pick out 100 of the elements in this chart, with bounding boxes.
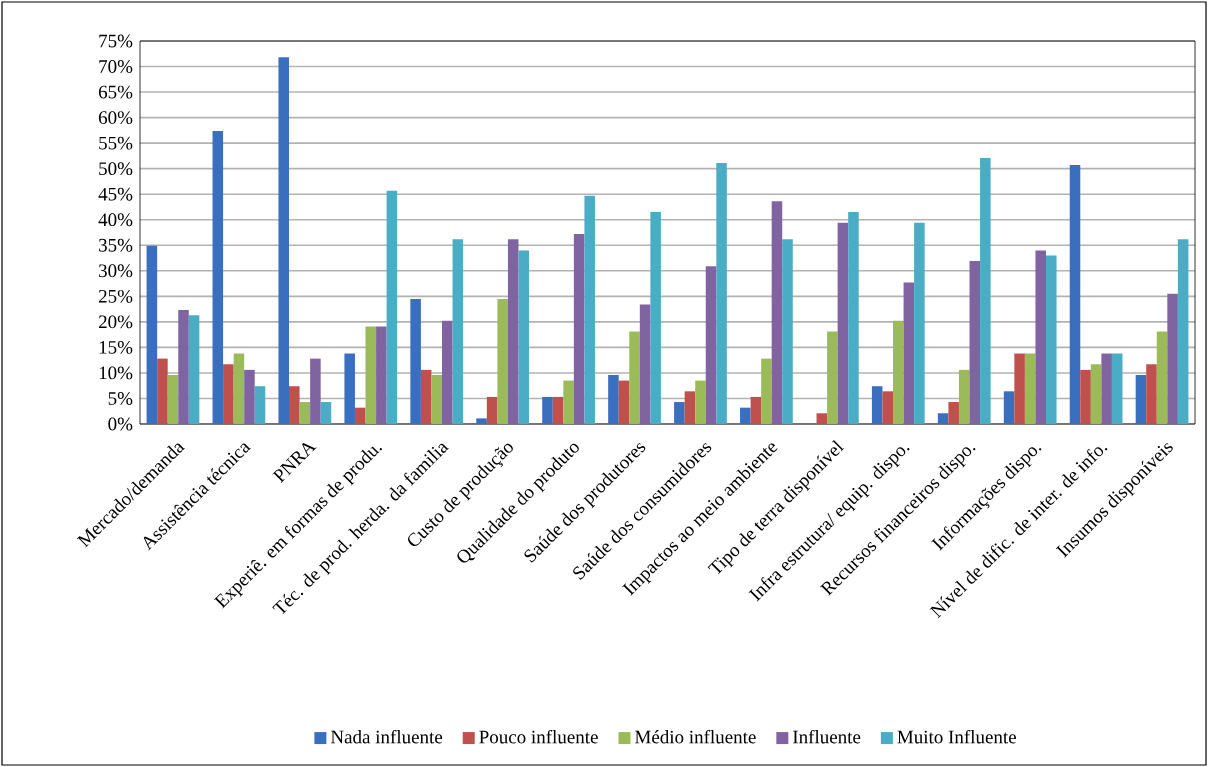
bar [980,157,991,424]
bar [1156,331,1168,424]
bar [684,391,696,424]
bar [289,386,300,424]
bar [629,331,640,424]
bar [1101,353,1112,424]
bar [344,353,355,424]
bar [157,358,168,424]
bar [1090,364,1102,424]
bar [937,413,949,424]
bar [254,386,266,424]
bar [278,57,290,424]
bar [552,396,564,424]
y-tick-label: 60% [98,111,133,125]
bar [167,374,179,424]
bar [542,396,553,424]
y-tick-label: 75% [99,34,133,48]
bar [782,239,793,424]
bar [827,331,838,424]
bar [420,369,432,424]
bar [674,402,685,424]
y-tick-label: 25% [98,289,133,303]
bar [871,386,883,424]
bar [223,364,234,424]
bar [310,358,321,424]
bar [761,358,772,424]
bar [716,163,727,424]
bar [146,245,158,424]
bar [958,369,970,424]
bar [452,239,464,424]
bar [386,190,398,424]
bar [848,212,859,424]
legend-label: Influente [793,729,861,744]
y-tick-label: 45% [98,187,133,201]
bar [1045,255,1057,424]
y-tick-label: 30% [99,264,133,278]
bar [882,391,894,424]
bar [1080,369,1091,424]
bar [476,418,487,424]
bar [1003,391,1015,424]
bar [1146,364,1157,424]
bar [1035,250,1046,424]
bar [750,396,762,424]
bar [608,374,619,424]
bar [178,310,189,424]
bar [969,261,981,424]
bar [299,402,311,424]
legend-label: Médio influente [635,729,756,744]
y-tick-label: 55% [99,136,133,150]
legend-label: Muito Influente [897,729,1016,744]
bar [639,304,651,424]
bar [1167,293,1178,424]
bar [1177,239,1189,424]
bar [354,407,366,424]
bar [376,326,387,424]
bar [486,396,498,424]
bar [1135,374,1147,424]
bar [497,298,508,424]
bar [903,282,915,424]
bar [740,407,751,424]
bar [893,320,904,424]
bar [365,326,377,424]
legend-label: Nada influente [330,729,443,744]
bar [1024,353,1036,424]
bar [1069,165,1081,424]
bar [233,353,245,424]
bar [1014,353,1025,424]
y-tick-label: 0% [108,417,133,431]
y-tick-label: 15% [99,340,133,354]
bar [948,402,959,424]
bar [431,374,442,424]
bar [320,402,332,424]
y-tick-label: 70% [99,60,133,73]
y-tick-label: 65% [98,85,133,99]
bar [816,413,828,424]
bar [584,195,595,424]
bar [1111,353,1123,424]
bar [563,380,574,424]
bar [705,266,717,424]
bar [573,234,585,424]
bar [507,239,519,424]
bar [410,298,421,424]
y-tick-label: 50% [99,162,133,176]
bar [914,222,925,424]
bar [518,250,530,424]
bar [837,222,849,424]
bar [695,380,706,424]
y-tick-label: 35% [99,238,133,252]
bar [442,320,453,424]
y-tick-label: 10% [99,366,133,380]
y-tick-label: 40% [98,213,133,227]
bar [771,201,783,424]
y-tick-label: 20% [98,315,133,329]
bar [244,369,255,424]
y-tick-label: 5% [108,392,133,405]
bar [212,130,224,424]
bar [618,380,630,424]
bar [650,212,661,424]
bar [188,315,200,424]
legend-label: Pouco influente [479,729,598,744]
